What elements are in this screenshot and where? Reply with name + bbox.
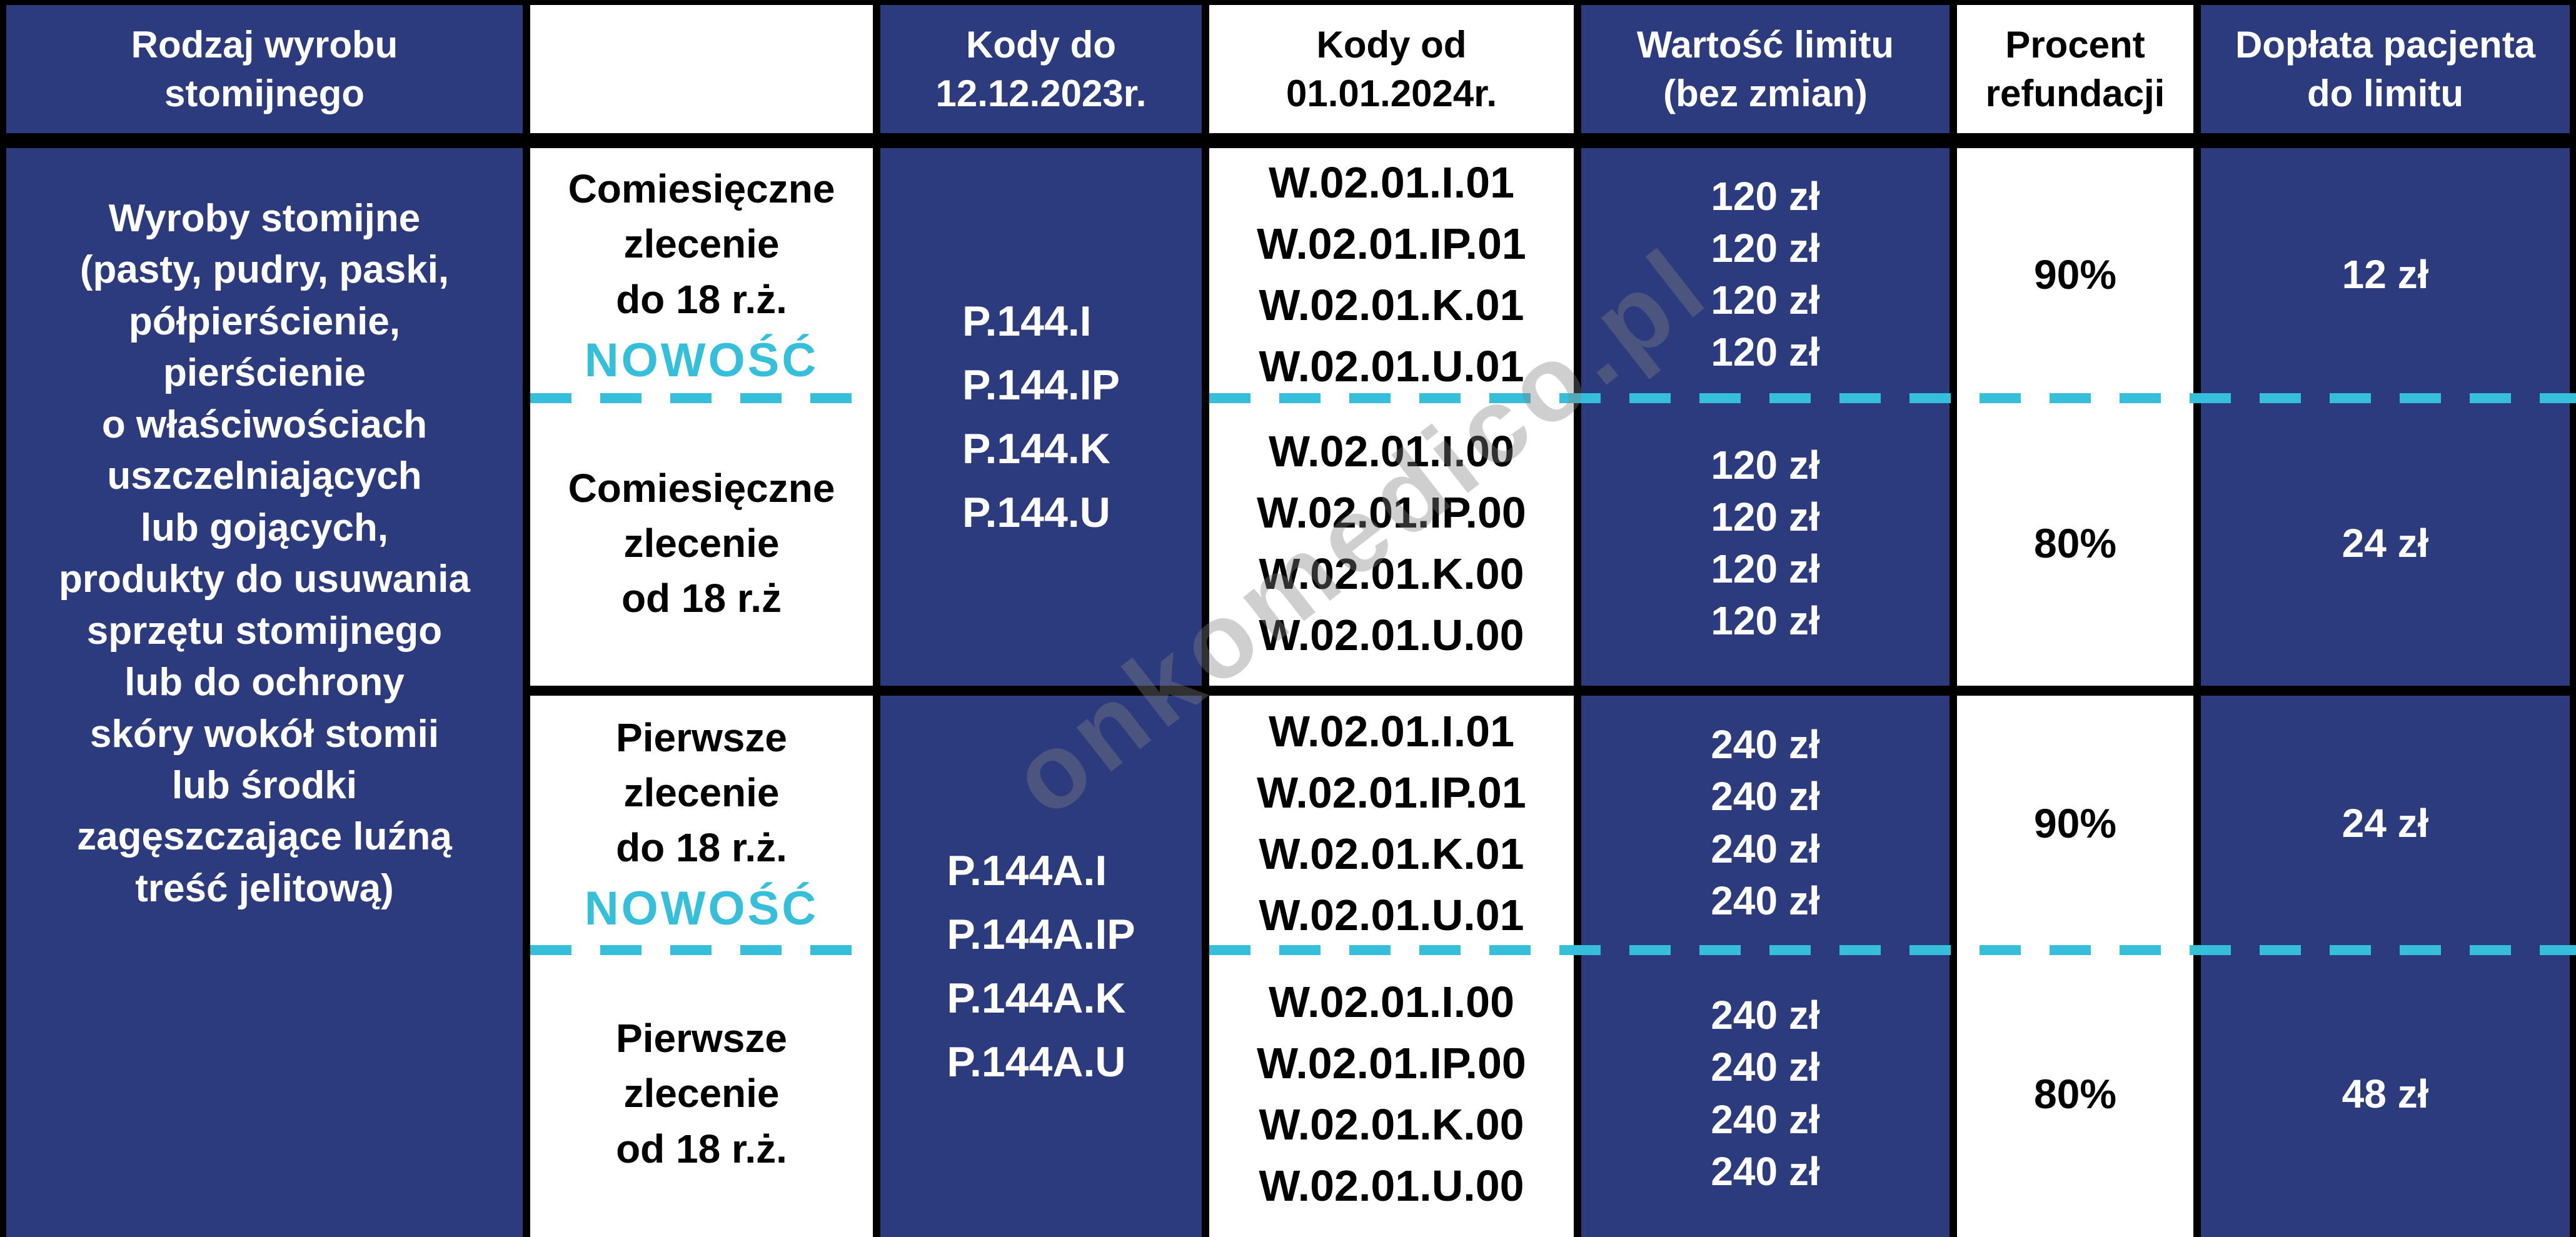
refund-percent-text: 90% [2033,251,2117,298]
group2-new-codes-cell: W.02.01.I.01 W.02.01.IP.01 W.02.01.K.01 … [1209,696,1574,1237]
product-description-cell: Wyroby stomijne (pasty, pudry, paski, pó… [6,148,523,1237]
group1-row1-order-type: Comiesięczne zlecenie do 18 r.ż. NOWOŚĆ [530,148,873,401]
group1-order-type-cell: Comiesięczne zlecenie do 18 r.ż. NOWOŚĆ … [530,148,873,686]
group2-refund-cell: 90% 80% [1957,696,2193,1237]
order-type-text: Comiesięczne zlecenie do 18 r.ż. [568,166,835,322]
refund-percent-text: 90% [2033,799,2117,846]
group2-row2-refund: 80% [1957,950,2193,1237]
header-product-type-label: Rodzaj wyrobu stomijnego [131,23,398,114]
new-codes-text: W.02.01.I.01 W.02.01.IP.01 W.02.01.K.01 … [1257,158,1526,391]
new-codes-text: W.02.01.I.00 W.02.01.IP.00 W.02.01.K.00 … [1257,977,1526,1210]
header-codes-old: Kody do 12.12.2023r. [880,5,1202,133]
group2-limits-cell: 240 zł 240 zł 240 zł 240 zł 240 zł 240 z… [1581,696,1950,1237]
group2-row2-copay: 48 zł [2201,950,2570,1237]
refund-percent-text: 80% [2033,520,2117,567]
group2-row1-limits: 240 zł 240 zł 240 zł 240 zł [1581,696,1950,950]
group2-row1-order-type: Pierwsze zlecenie do 18 r.ż. NOWOŚĆ [530,696,873,950]
header-product-type: Rodzaj wyrobu stomijnego [6,5,523,133]
new-badge: NOWOŚĆ [584,334,819,388]
header-order-type-empty [530,5,873,133]
group2-row2-limits: 240 zł 240 zł 240 zł 240 zł [1581,950,1950,1237]
order-type-text: Pierwsze zlecenie do 18 r.ż. [616,714,787,871]
header-limit-value: Wartość limitu (bez zmian) [1581,5,1950,133]
group2-row1-copay: 24 zł [2201,696,2570,950]
old-codes-text: P.144A.I P.144A.IP P.144A.K P.144A.U [947,847,1135,1086]
limit-values-text: 240 zł 240 zł 240 zł 240 zł [1711,993,1820,1194]
group2-order-type-cell: Pierwsze zlecenie do 18 r.ż. NOWOŚĆ Pier… [530,696,873,1237]
new-codes-text: W.02.01.I.01 W.02.01.IP.01 W.02.01.K.01 … [1257,706,1526,939]
order-type-text: Comiesięczne zlecenie od 18 r.ż [568,465,835,621]
group2-row2-order-type: Pierwsze zlecenie od 18 r.ż. [530,950,873,1237]
limit-values-text: 240 zł 240 zł 240 zł 240 zł [1711,722,1820,923]
header-patient-copay: Dopłata pacjenta do limitu [2201,5,2570,133]
new-badge: NOWOŚĆ [584,882,819,936]
header-codes-old-label: Kody do 12.12.2023r. [935,23,1147,114]
refund-percent-text: 80% [2033,1070,2117,1117]
group1-row2-refund: 80% [1957,401,2193,686]
header-limit-value-label: Wartość limitu (bez zmian) [1636,23,1894,114]
group1-row1-copay: 12 zł [2201,148,2570,401]
copay-text: 12 zł [2342,252,2429,298]
header-patient-copay-label: Dopłata pacjenta do limitu [2235,23,2536,114]
group1-copay-cell: 12 zł 24 zł [2201,148,2570,686]
limit-values-text: 120 zł 120 zł 120 zł 120 zł [1711,442,1820,644]
group2-copay-cell: 24 zł 48 zł [2201,696,2570,1237]
group1-new-codes-cell: W.02.01.I.01 W.02.01.IP.01 W.02.01.K.01 … [1209,148,1574,686]
group1-old-codes-cell: P.144.I P.144.IP P.144.K P.144.U [880,148,1202,686]
group1-limits-cell: 120 zł 120 zł 120 zł 120 zł 120 zł 120 z… [1581,148,1950,686]
group1-row1-new-codes: W.02.01.I.01 W.02.01.IP.01 W.02.01.K.01 … [1209,148,1574,401]
group1-row2-order-type: Comiesięczne zlecenie od 18 r.ż [530,401,873,686]
group2-old-codes-cell: P.144A.I P.144A.IP P.144A.K P.144A.U [880,696,1202,1237]
copay-text: 24 zł [2342,521,2429,566]
header-refund-percent-label: Procent refundacji [1985,23,2165,114]
group1-row1-refund: 90% [1957,148,2193,401]
limit-values-text: 120 zł 120 zł 120 zł 120 zł [1711,173,1820,375]
old-codes-text: P.144.I P.144.IP P.144.K P.144.U [962,298,1120,536]
group2-row2-new-codes: W.02.01.I.00 W.02.01.IP.00 W.02.01.K.00 … [1209,950,1574,1237]
group1-refund-cell: 90% 80% [1957,148,2193,686]
group1-row1-limits: 120 zł 120 zł 120 zł 120 zł [1581,148,1950,401]
product-description-text: Wyroby stomijne (pasty, pudry, paski, pó… [59,197,470,910]
group1-row2-new-codes: W.02.01.I.00 W.02.01.IP.00 W.02.01.K.00 … [1209,401,1574,686]
header-refund-percent: Procent refundacji [1957,5,2193,133]
copay-text: 24 zł [2342,800,2429,846]
header-codes-new-label: Kody od 01.01.2024r. [1285,23,1497,114]
group2-row1-refund: 90% [1957,696,2193,950]
new-codes-text: W.02.01.I.00 W.02.01.IP.00 W.02.01.K.00 … [1257,427,1526,660]
header-codes-new: Kody od 01.01.2024r. [1209,5,1574,133]
group2-row1-new-codes: W.02.01.I.01 W.02.01.IP.01 W.02.01.K.01 … [1209,696,1574,950]
order-type-text: Pierwsze zlecenie od 18 r.ż. [616,1016,787,1171]
copay-text: 48 zł [2342,1071,2429,1116]
group1-row2-limits: 120 zł 120 zł 120 zł 120 zł [1581,401,1950,686]
group1-row2-copay: 24 zł [2201,401,2570,686]
